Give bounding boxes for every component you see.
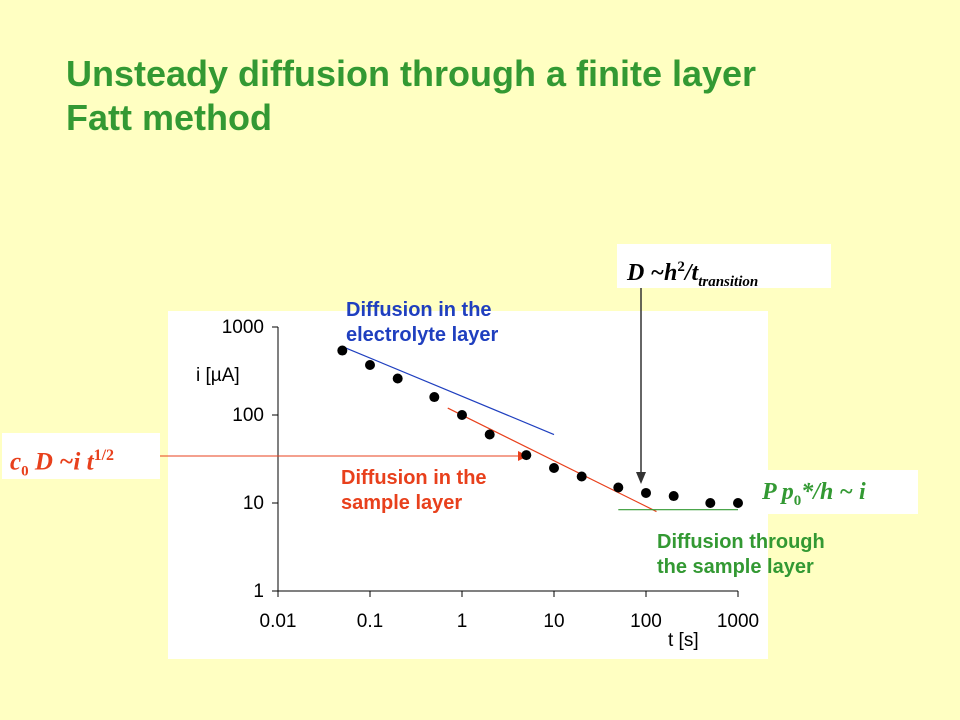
data-point	[733, 498, 743, 508]
title-line-1: Unsteady diffusion through a finite laye…	[66, 53, 757, 94]
label-sample-line-2: sample layer	[341, 492, 463, 514]
fit-line-sample	[447, 407, 657, 513]
data-point	[549, 462, 559, 473]
data-point	[641, 487, 651, 498]
eq-right-sub: 0	[793, 492, 802, 509]
eq-right-rest: */h ~ i	[801, 479, 866, 505]
eq-left-rest: D ~i t	[28, 448, 94, 476]
label-electrolyte-line-2: electrolyte layer	[346, 324, 499, 346]
data-point	[576, 471, 587, 482]
y-tick-label: 100	[232, 405, 264, 426]
eq-left-c: c	[10, 448, 22, 476]
data-point	[392, 373, 403, 384]
eq-top-base: D ~h	[627, 260, 678, 286]
y-axis-label: i [µA]	[196, 365, 240, 386]
label-through-sample-layer: Diffusion through the sample layer	[657, 530, 825, 580]
x-axis-label: t [s]	[668, 630, 699, 651]
label-through-line-2: the sample layer	[657, 556, 814, 578]
data-point	[613, 482, 624, 493]
data-point	[521, 450, 532, 461]
eq-top-sub: transition	[698, 273, 759, 290]
data-point	[668, 491, 679, 502]
eq-right-base: P p	[762, 479, 794, 505]
title-line-2: Fatt method	[66, 97, 272, 138]
x-tick-label: 100	[630, 611, 662, 632]
label-electrolyte-layer: Diffusion in the electrolyte layer	[346, 298, 498, 348]
data-point	[365, 359, 375, 370]
y-tick-label: 10	[243, 493, 264, 514]
y-tick-label: 1000	[222, 317, 264, 338]
data-point	[337, 345, 348, 356]
y-tick-label: 1	[253, 581, 264, 602]
x-tick-label: 1	[457, 611, 468, 632]
x-tick-label: 0.01	[260, 611, 297, 632]
arrow-top-head	[636, 472, 646, 484]
label-electrolyte-line-1: Diffusion in the	[346, 299, 492, 321]
x-tick-label: 0.1	[357, 611, 383, 632]
fit-line-electrolyte	[342, 345, 555, 436]
eq-left-sup: 1/2	[93, 447, 115, 464]
data-point	[705, 498, 716, 508]
equation-right: P p0*/h ~ i	[754, 470, 918, 514]
equation-left: c0 D ~i t1/2	[2, 433, 160, 479]
x-tick-label: 1000	[717, 611, 759, 632]
equation-top: D ~h2/ttransition	[617, 244, 831, 290]
slide-title: Unsteady diffusion through a finite laye…	[66, 52, 756, 140]
arrows	[160, 288, 646, 484]
plot-panel	[168, 311, 768, 659]
x-tick-label: 10	[543, 611, 564, 632]
eq-left-sub: 0	[21, 463, 29, 480]
data-point	[457, 410, 467, 420]
label-through-line-1: Diffusion through	[657, 531, 825, 553]
label-sample-line-1: Diffusion in the	[341, 467, 487, 489]
data-point	[429, 392, 440, 403]
data-point	[484, 429, 495, 440]
eq-top-mid: /t	[684, 260, 699, 286]
label-sample-layer: Diffusion in the sample layer	[341, 466, 487, 516]
eq-top-sup: 2	[677, 259, 685, 275]
axes	[277, 327, 738, 592]
